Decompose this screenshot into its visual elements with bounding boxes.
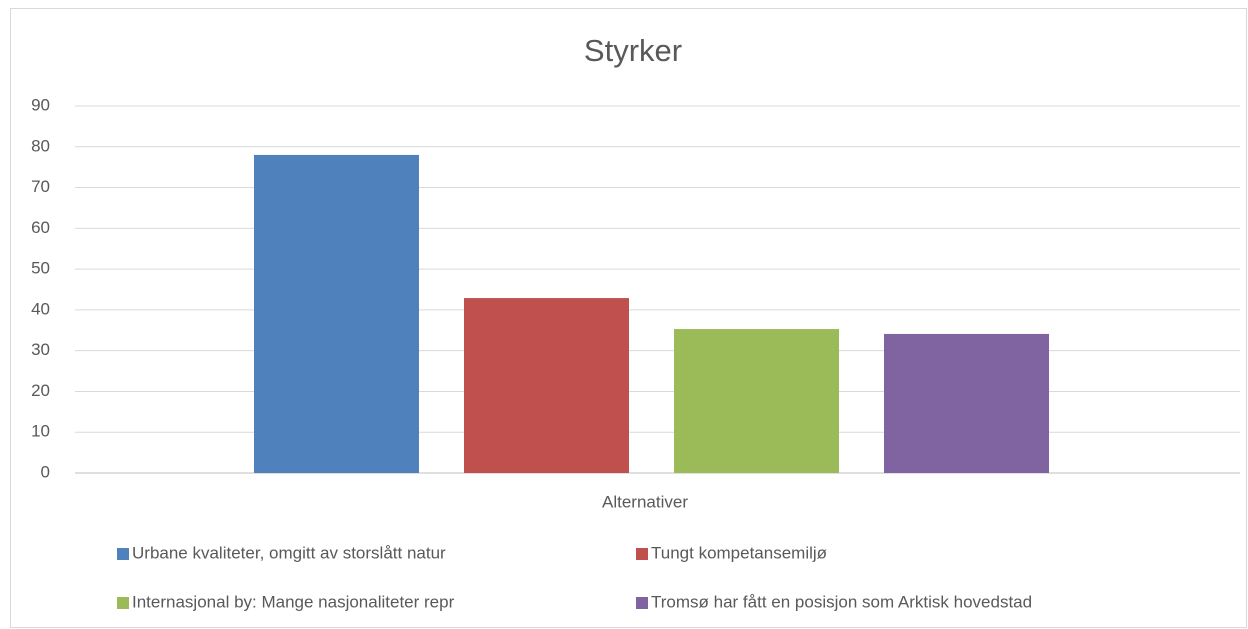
legend-swatch	[117, 597, 129, 609]
chart-title: Styrker	[584, 33, 682, 68]
y-tick-label: 20	[31, 381, 50, 400]
y-tick-label: 90	[31, 95, 50, 114]
y-tick-label: 50	[31, 259, 50, 278]
bar	[674, 329, 839, 473]
legend-swatch	[636, 597, 648, 609]
legend-label: Tromsø har fått en posisjon som Arktisk …	[651, 592, 1032, 611]
y-tick-label: 40	[31, 299, 50, 318]
legend-label: Urbane kvaliteter, omgitt av storslått n…	[132, 543, 446, 562]
bar	[464, 298, 629, 473]
legend-label: Tungt kompetansemiljø	[651, 543, 827, 562]
x-axis-title: Alternativer	[602, 492, 688, 511]
y-tick-label: 70	[31, 177, 50, 196]
bar	[884, 333, 1049, 473]
legend-swatch	[117, 548, 129, 560]
legend-swatch	[636, 548, 648, 560]
y-tick-label: 0	[41, 462, 50, 481]
bar	[254, 154, 419, 473]
y-tick-label: 30	[31, 340, 50, 359]
y-tick-label: 60	[31, 218, 50, 237]
y-tick-label: 80	[31, 136, 50, 155]
legend-label: Internasjonal by: Mange nasjonaliteter r…	[132, 592, 455, 611]
y-tick-label: 10	[31, 422, 50, 441]
